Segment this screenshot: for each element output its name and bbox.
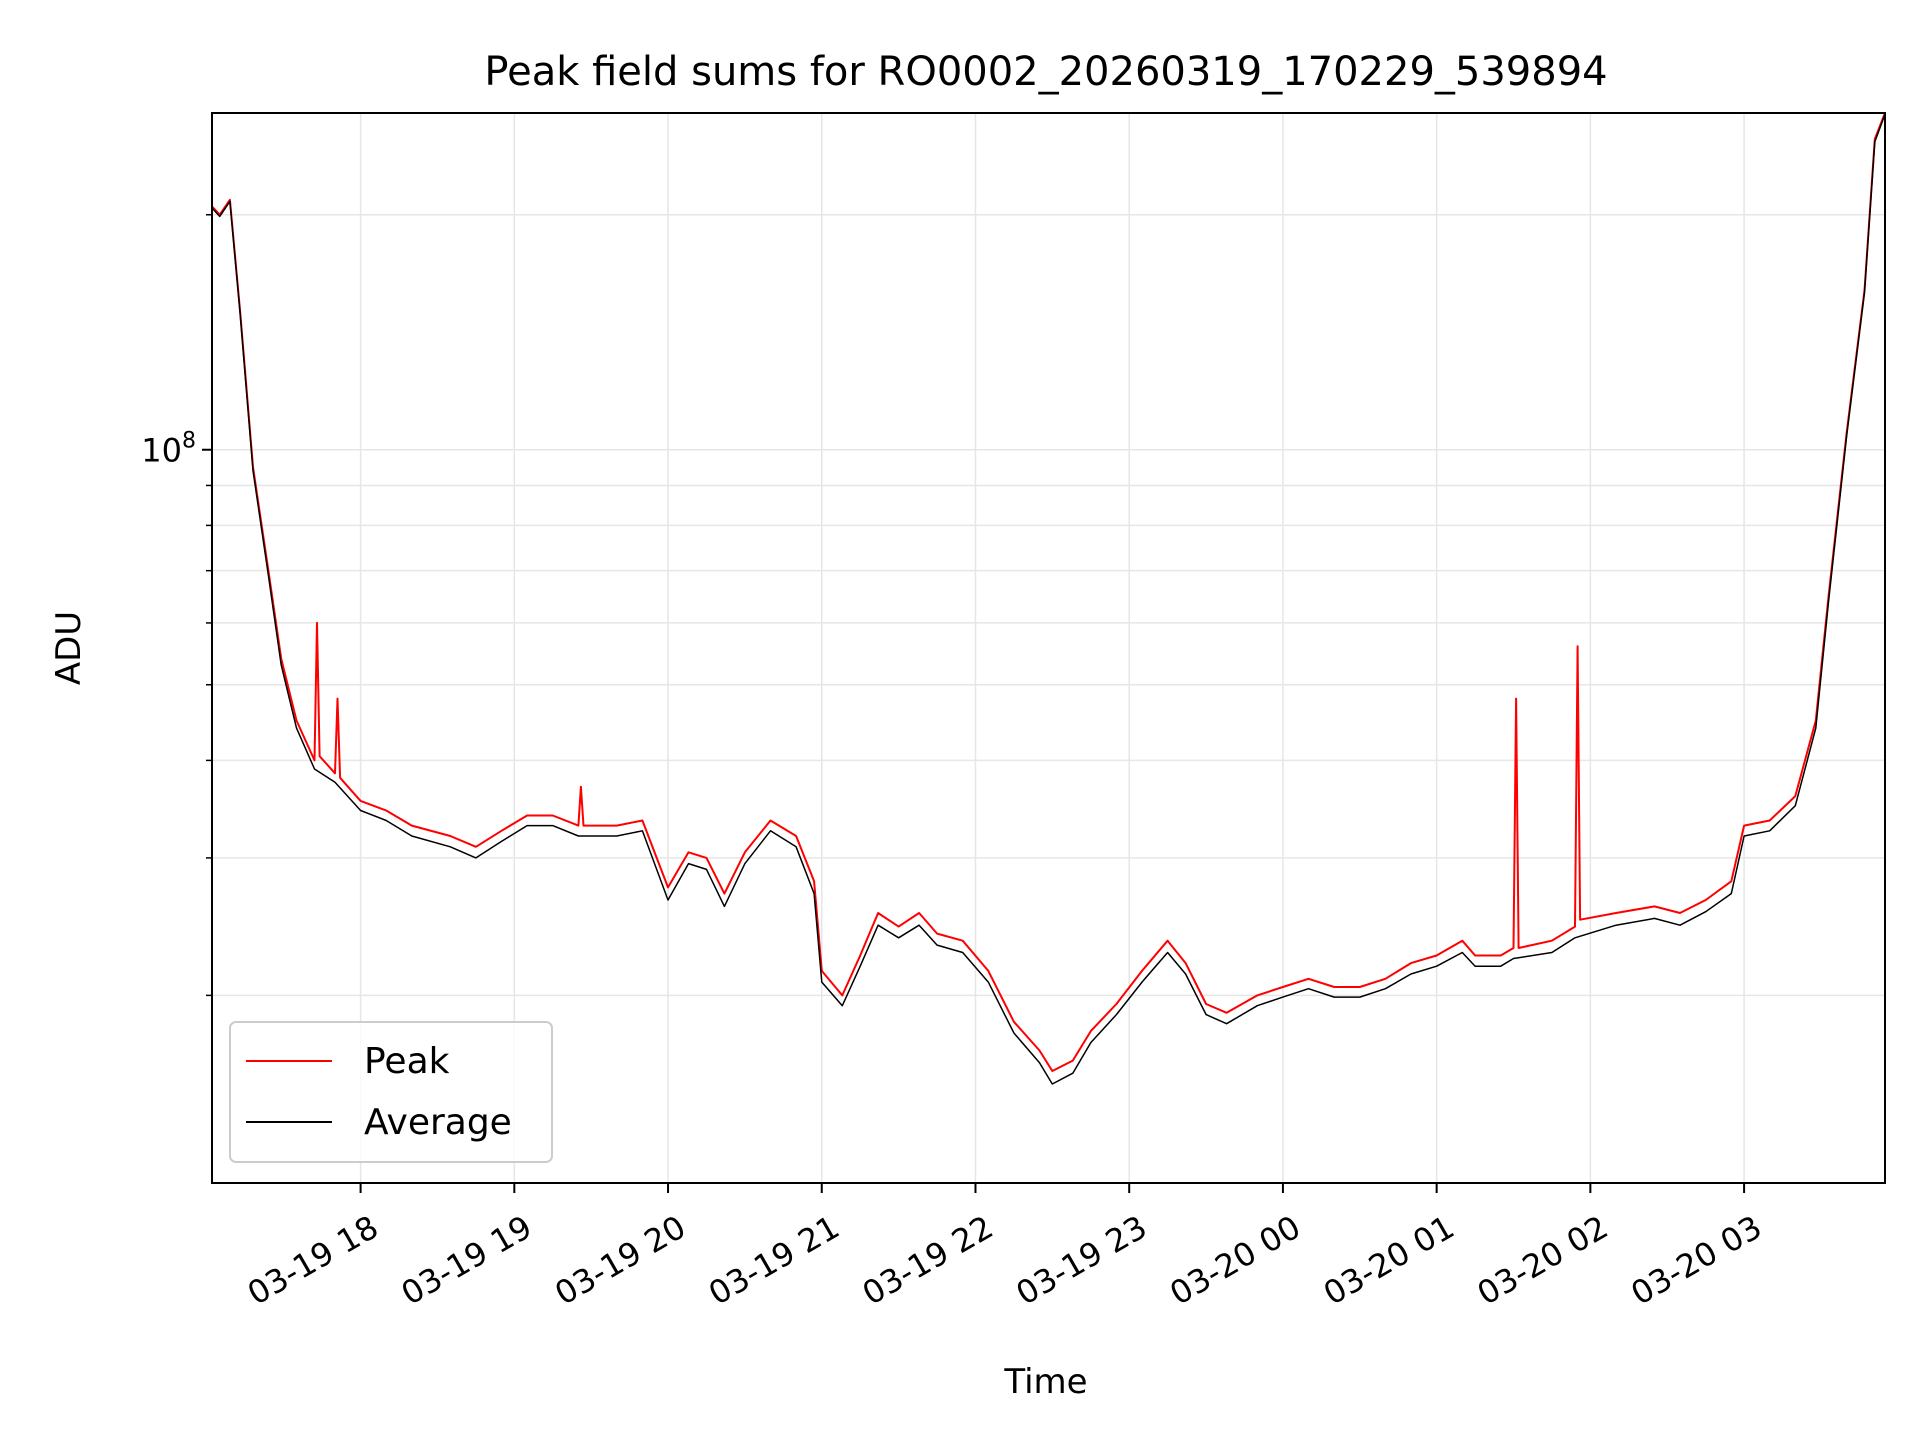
x-tick-label: 03-19 20 xyxy=(548,1208,692,1313)
legend-label-average: Average xyxy=(364,1102,512,1143)
x-tick-label: 03-19 21 xyxy=(702,1208,846,1313)
series-line-average xyxy=(211,114,1886,1085)
x-axis-label: Time xyxy=(1003,1362,1087,1402)
x-tick-label: 03-20 03 xyxy=(1624,1208,1768,1313)
legend-label-peak: Peak xyxy=(364,1041,450,1082)
x-tick-label: 03-20 01 xyxy=(1317,1208,1461,1313)
y-axis: 108 xyxy=(141,213,212,997)
x-tick-label: 03-20 00 xyxy=(1163,1208,1307,1313)
x-tick-label: 03-19 19 xyxy=(395,1208,539,1313)
x-axis: 03-19 18 03-19 19 03-19 20 03-19 21 03-19 22… xyxy=(241,1183,1768,1313)
legend: Peak Average xyxy=(229,1021,553,1163)
x-tick-label: 03-19 22 xyxy=(856,1208,1000,1313)
plot-frame xyxy=(211,112,1886,1184)
series-line-peak xyxy=(211,112,1886,1072)
y-axis-label: ADU xyxy=(49,611,89,685)
x-tick-label: 03-19 18 xyxy=(241,1208,385,1313)
grid xyxy=(212,113,1885,1183)
chart-title: Peak field sums for RO0002_20260319_1702… xyxy=(484,49,1607,95)
x-tick-label: 03-20 02 xyxy=(1471,1208,1615,1313)
plot-lines xyxy=(211,112,1886,1085)
legend-box xyxy=(229,1021,553,1163)
y-tick-label: 108 xyxy=(141,429,196,470)
x-tick-label: 03-19 23 xyxy=(1010,1208,1154,1313)
